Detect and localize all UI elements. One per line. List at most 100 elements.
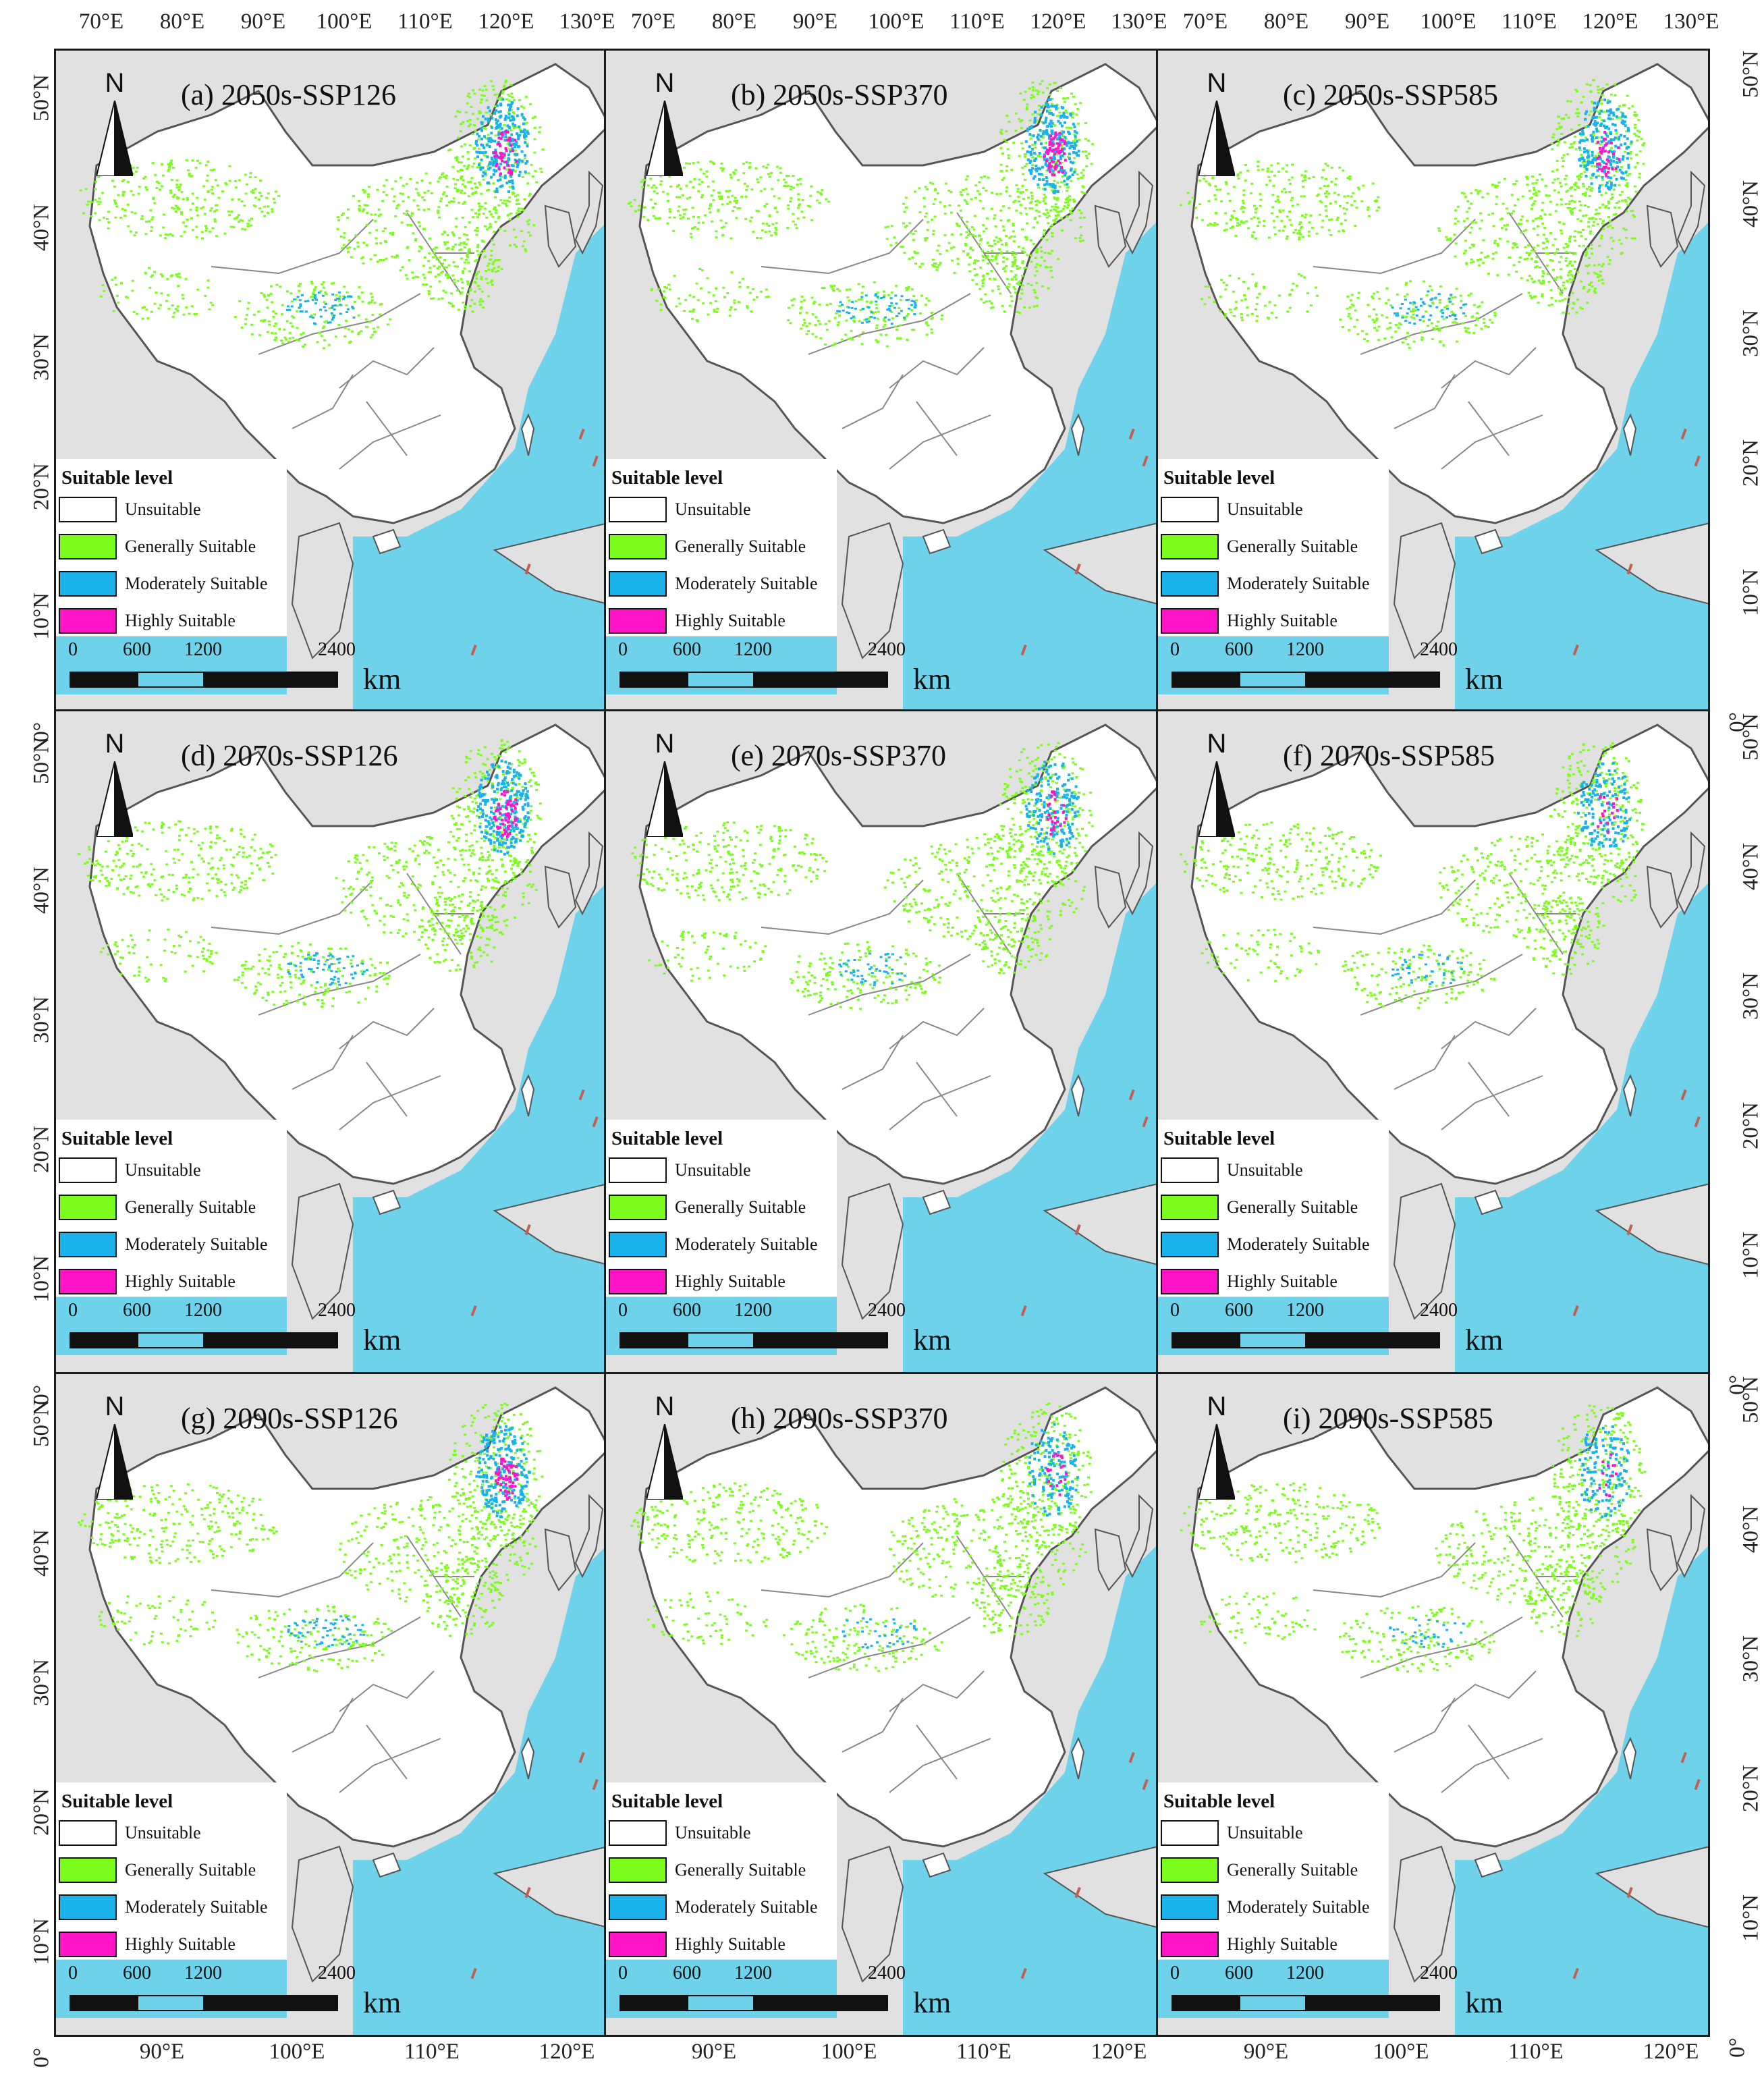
generally-suitable-patch [1273,174,1276,177]
generally-suitable-patch [249,224,252,227]
generally-suitable-patch [1304,216,1307,219]
moderately-suitable-patch [489,109,491,113]
generally-suitable-patch [1534,266,1537,269]
generally-suitable-patch [1589,84,1592,86]
generally-suitable-patch [1484,256,1487,258]
generally-suitable-patch [1315,232,1319,235]
generally-suitable-patch [1597,110,1600,113]
generally-suitable-patch [698,178,701,181]
generally-suitable-patch [346,208,350,211]
generally-suitable-patch [1032,242,1036,245]
generally-suitable-patch [400,221,404,224]
generally-suitable-patch [1493,311,1497,314]
generally-suitable-patch [933,215,937,218]
generally-suitable-patch [966,234,970,236]
generally-suitable-patch [225,183,228,186]
moderately-suitable-patch [1047,134,1051,137]
generally-suitable-patch [1323,185,1326,188]
generally-suitable-patch [649,177,653,180]
moderately-suitable-patch [499,110,502,113]
moderately-suitable-patch [1627,166,1630,169]
generally-suitable-patch [1031,156,1035,159]
generally-suitable-patch [1394,324,1398,326]
generally-suitable-patch [438,280,441,283]
generally-suitable-patch [1228,199,1232,202]
generally-suitable-patch [1546,273,1549,275]
generally-suitable-patch [906,288,910,290]
generally-suitable-patch [1061,175,1064,178]
generally-suitable-patch [1557,191,1560,194]
generally-suitable-patch [1570,186,1573,188]
generally-suitable-patch [911,329,914,331]
moderately-suitable-patch [910,304,913,306]
generally-suitable-patch [1401,341,1404,344]
generally-suitable-patch [810,296,814,299]
generally-suitable-patch [1012,240,1016,242]
generally-suitable-patch [266,851,269,854]
generally-suitable-patch [710,194,713,197]
moderately-suitable-patch [299,303,302,306]
generally-suitable-patch [88,848,91,851]
moderately-suitable-patch [1044,118,1047,121]
generally-suitable-patch [310,282,314,285]
generally-suitable-patch [393,256,397,258]
generally-suitable-patch [215,235,218,238]
generally-suitable-patch [1268,301,1271,304]
generally-suitable-patch [925,322,928,325]
generally-suitable-patch [294,973,297,976]
generally-suitable-patch [263,215,267,217]
generally-suitable-patch [1568,237,1571,240]
generally-suitable-patch [211,304,215,306]
generally-suitable-patch [191,202,194,205]
generally-suitable-patch [463,233,466,236]
generally-suitable-patch [682,194,685,196]
province-boundary [761,219,924,275]
generally-suitable-patch [1601,94,1604,97]
right-axis-label: 20°N [1738,439,1763,487]
generally-suitable-patch [281,342,285,345]
right-axis-label: 10°N [1738,1231,1763,1280]
right-axis-label: 40°N [1738,842,1763,891]
generally-suitable-patch [980,298,983,300]
generally-suitable-patch [474,290,476,293]
generally-suitable-patch [406,210,409,212]
generally-suitable-patch [1584,136,1588,139]
generally-suitable-patch [1455,288,1458,290]
generally-suitable-patch [982,224,985,227]
generally-suitable-patch [422,283,425,286]
generally-suitable-patch [1053,124,1056,127]
generally-suitable-patch [833,317,837,319]
moderately-suitable-patch [1616,165,1619,169]
generally-suitable-patch [126,836,129,839]
generally-suitable-patch [1578,149,1582,152]
moderately-suitable-patch [1599,163,1602,167]
generally-suitable-patch [1298,231,1301,234]
generally-suitable-patch [1477,190,1480,193]
generally-suitable-patch [258,867,261,870]
moderately-suitable-patch [523,132,526,135]
generally-suitable-patch [188,312,191,315]
moderately-suitable-patch [1404,298,1407,301]
generally-suitable-patch [903,319,906,321]
generally-suitable-patch [368,321,372,323]
moderately-suitable-patch [513,153,516,156]
moderately-suitable-patch [1609,149,1612,153]
generally-suitable-patch [1056,90,1059,92]
generally-suitable-patch [233,316,237,319]
moderately-suitable-patch [903,317,906,319]
generally-suitable-patch [1576,298,1580,301]
generally-suitable-patch [114,216,117,219]
generally-suitable-patch [274,854,277,856]
generally-suitable-patch [1526,257,1529,260]
generally-suitable-patch [476,166,479,169]
generally-suitable-patch [157,307,161,310]
generally-suitable-patch [1010,278,1014,281]
generally-suitable-patch [1564,242,1568,245]
generally-suitable-patch [323,325,326,328]
generally-suitable-patch [474,212,477,215]
generally-suitable-patch [1550,296,1553,299]
moderately-suitable-patch [1603,99,1607,101]
generally-suitable-patch [438,216,441,219]
moderately-suitable-patch [1620,171,1624,174]
generally-suitable-patch [665,287,668,290]
